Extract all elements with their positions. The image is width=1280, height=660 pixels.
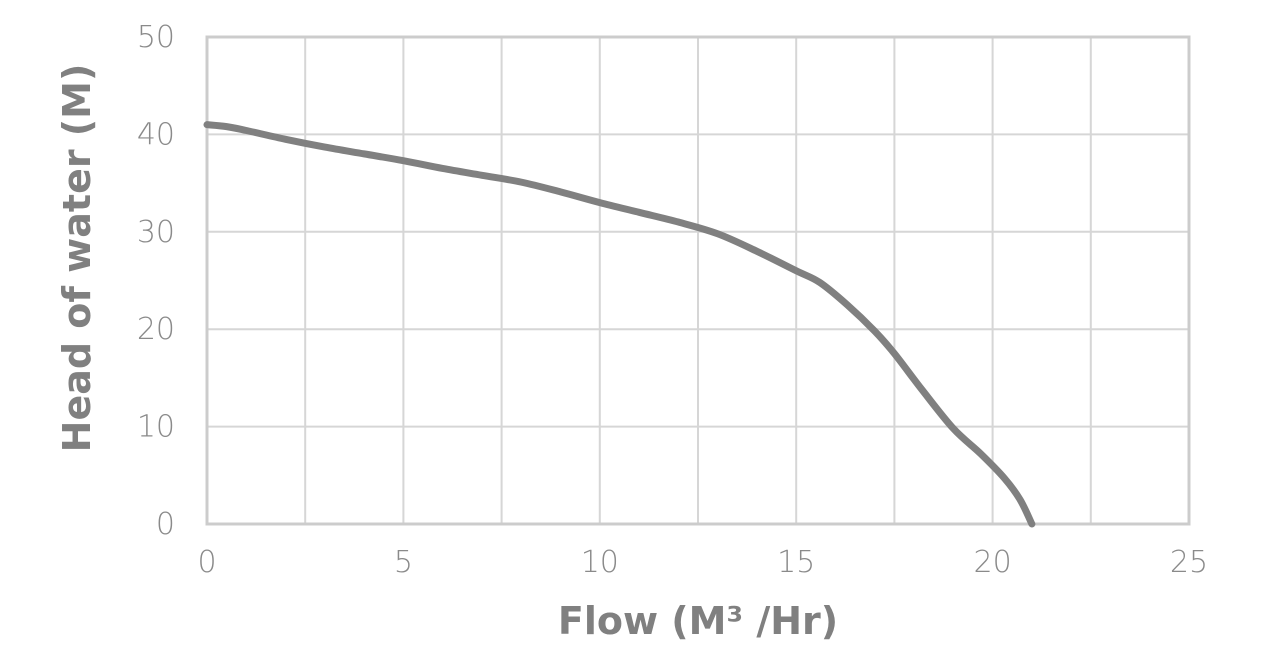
y-tick-label: 30 bbox=[137, 215, 175, 250]
y-axis-ticks: 0 10 20 30 40 50 bbox=[137, 20, 175, 542]
y-tick-label: 20 bbox=[137, 312, 175, 347]
grid bbox=[206, 36, 1190, 525]
head-flow-curve bbox=[203, 121, 1036, 528]
x-tick-label: 0 bbox=[197, 545, 216, 580]
y-tick-label: 0 bbox=[156, 507, 175, 542]
x-tick-label: 5 bbox=[394, 545, 413, 580]
x-tick-label: 10 bbox=[581, 545, 619, 580]
x-axis-title: Flow (M³ /Hr) bbox=[558, 599, 838, 643]
x-axis-ticks: 0 5 10 15 20 25 bbox=[197, 545, 1208, 580]
x-tick-label: 20 bbox=[974, 545, 1012, 580]
y-tick-label: 50 bbox=[137, 20, 175, 55]
series-group bbox=[203, 121, 1036, 528]
y-axis-title: Head of water (M) bbox=[55, 64, 99, 453]
x-tick-label: 15 bbox=[777, 545, 815, 580]
y-tick-label: 40 bbox=[137, 117, 175, 152]
y-tick-label: 10 bbox=[137, 410, 175, 445]
x-tick-label: 25 bbox=[1170, 545, 1208, 580]
plot-area-frame bbox=[205, 35, 1191, 526]
